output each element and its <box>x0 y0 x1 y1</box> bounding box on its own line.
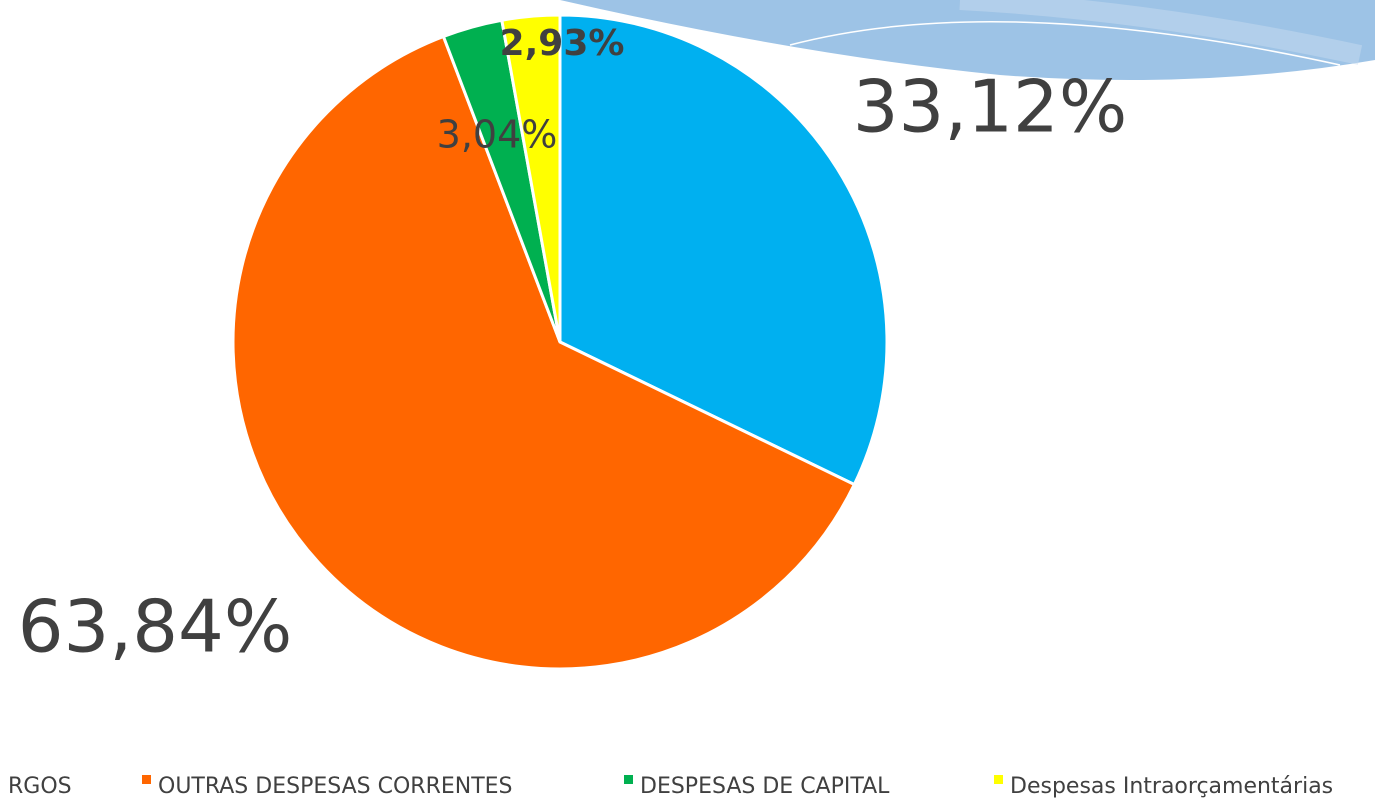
legend-label: RGOS <box>8 774 72 799</box>
legend-label: OUTRAS DESPESAS CORRENTES <box>158 774 513 799</box>
data-label: 63,84% <box>18 585 293 669</box>
legend-label: DESPESAS DE CAPITAL <box>640 774 890 799</box>
legend-swatch <box>624 775 633 784</box>
data-label: 33,12% <box>853 65 1128 149</box>
chart: 33,12% 63,84% 3,04% 2,93% RGOS OUTRAS DESPES… <box>0 0 1375 805</box>
legend: RGOS OUTRAS DESPESAS CORRENTES DESPESAS DE… <box>8 774 1333 799</box>
data-label: 2,93% <box>500 23 625 64</box>
legend-swatch <box>994 775 1003 784</box>
data-label: 3,04% <box>437 113 558 157</box>
legend-label: Despesas Intraorçamentárias <box>1010 774 1333 799</box>
legend-swatch <box>142 775 151 784</box>
pie <box>233 15 887 669</box>
